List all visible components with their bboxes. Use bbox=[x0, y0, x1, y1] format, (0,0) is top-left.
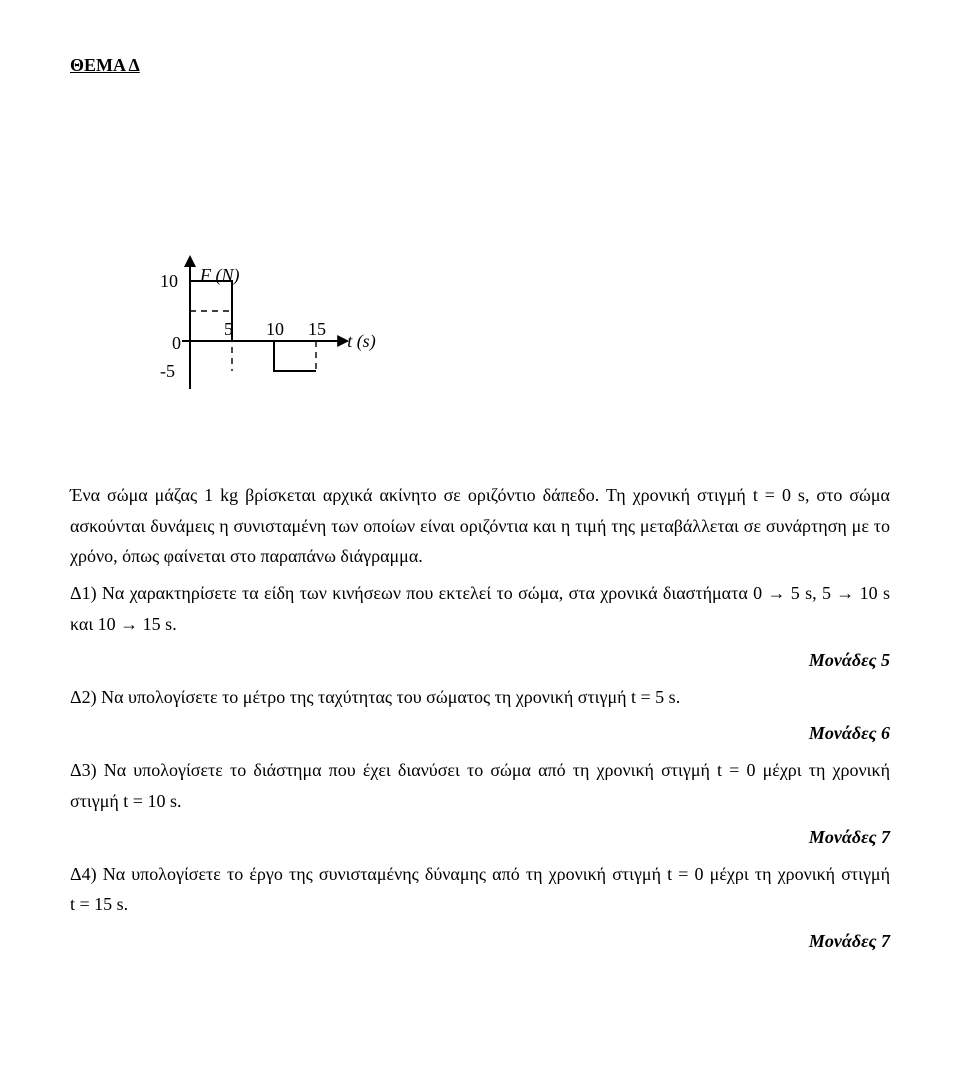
intro-paragraph: Ένα σώμα μάζας 1 kg βρίσκεται αρχικά ακί… bbox=[70, 480, 890, 572]
svg-text:t (s): t (s) bbox=[347, 331, 376, 352]
svg-text:0: 0 bbox=[172, 333, 181, 353]
force-time-chart: F (N) t (s) 0 5 10 15 10 -5 bbox=[110, 111, 890, 451]
section-heading: ΘΕΜΑ Δ bbox=[70, 50, 890, 81]
svg-text:10: 10 bbox=[160, 271, 178, 291]
svg-text:F (N): F (N) bbox=[199, 265, 240, 286]
svg-text:5: 5 bbox=[224, 319, 233, 339]
marks-d2: Μονάδες 6 bbox=[70, 718, 890, 749]
svg-text:15: 15 bbox=[308, 319, 326, 339]
svg-text:10: 10 bbox=[266, 319, 284, 339]
svg-text:-5: -5 bbox=[160, 361, 175, 381]
marks-d4: Μονάδες 7 bbox=[70, 926, 890, 957]
question-d2: Δ2) Να υπολογίσετε το μέτρο της ταχύτητα… bbox=[70, 682, 890, 713]
marks-d3: Μονάδες 7 bbox=[70, 822, 890, 853]
marks-d1: Μονάδες 5 bbox=[70, 645, 890, 676]
question-d3: Δ3) Να υπολογίσετε το διάστημα που έχει … bbox=[70, 755, 890, 816]
question-d1: Δ1) Να χαρακτηρίσετε τα είδη των κινήσεω… bbox=[70, 578, 890, 639]
question-d4: Δ4) Να υπολογίσετε το έργο της συνισταμέ… bbox=[70, 859, 890, 920]
